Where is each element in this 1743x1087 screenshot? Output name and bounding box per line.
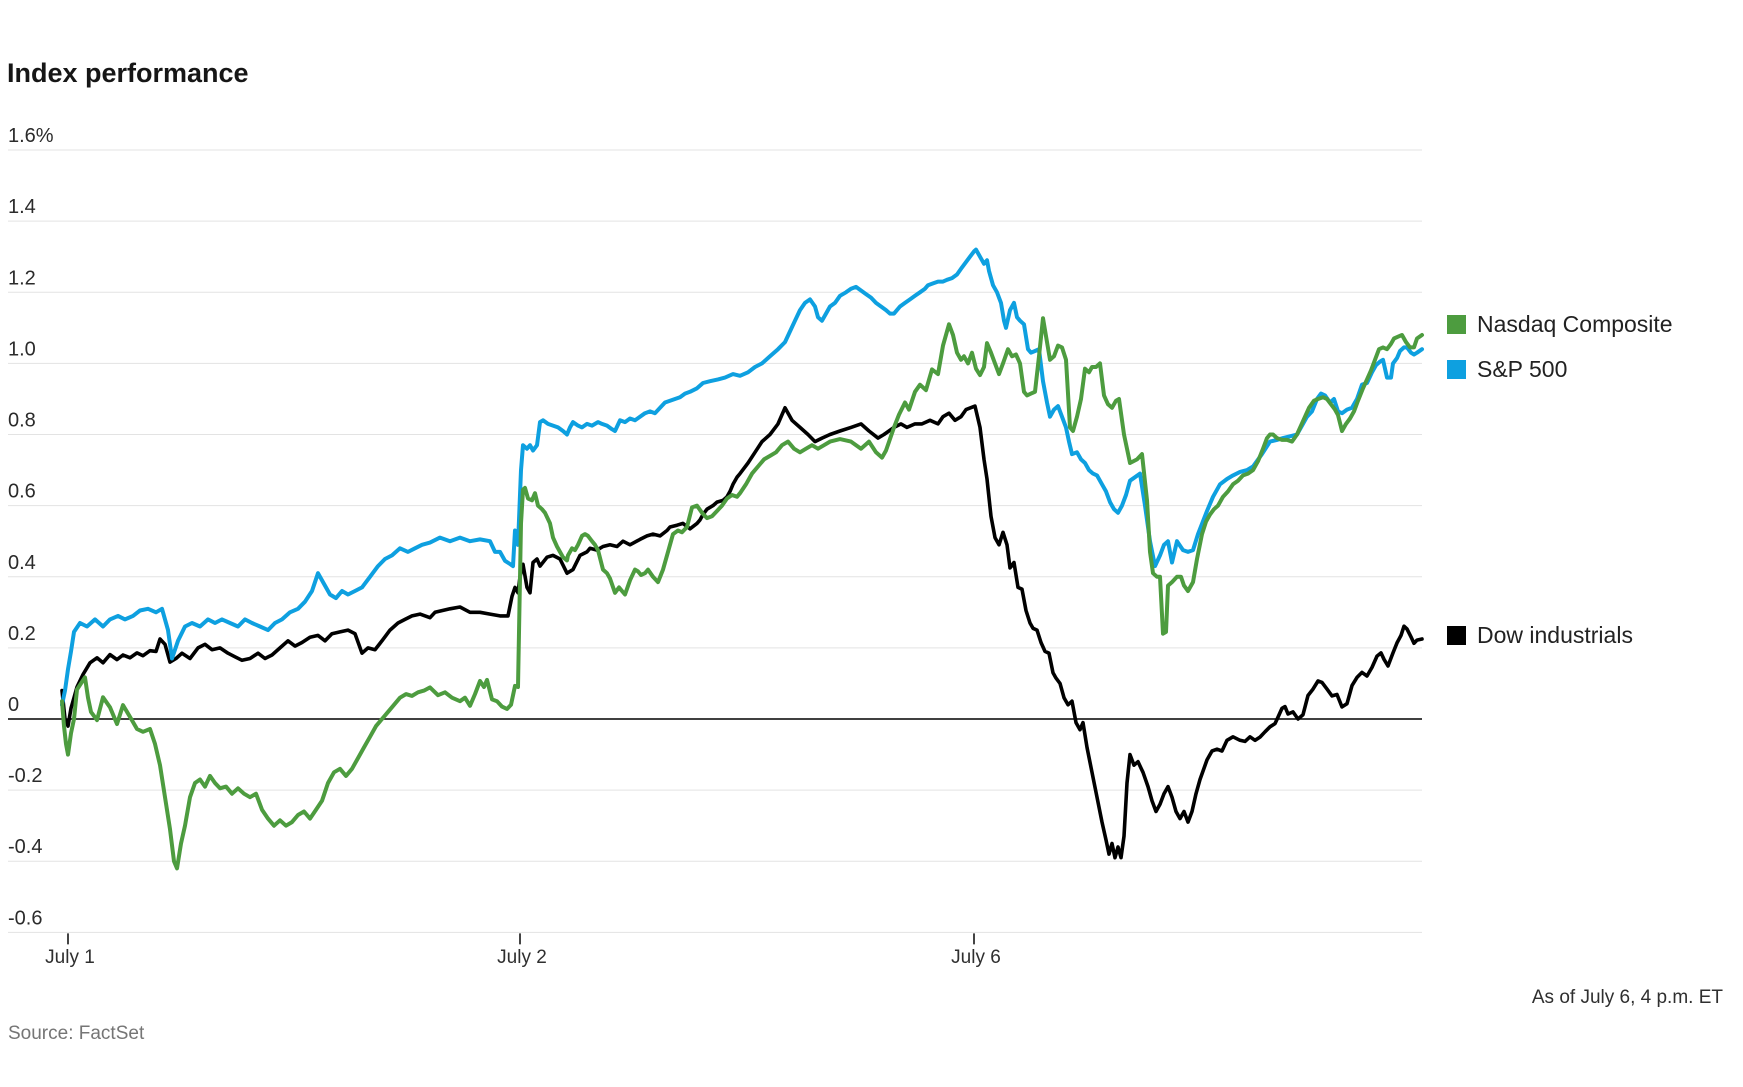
- y-axis-tick-label: 1.2: [8, 267, 36, 289]
- legend-label-sp500: S&P 500: [1477, 355, 1568, 382]
- y-axis-tick-label: -0.4: [8, 836, 42, 858]
- legend-label-nasdaq: Nasdaq Composite: [1477, 310, 1673, 337]
- y-axis-tick-label: 0.2: [8, 623, 36, 645]
- y-axis-tick-label: 1.0: [8, 338, 36, 360]
- y-axis-tick-label: 1.4: [8, 196, 36, 218]
- chart-title: Index performance: [7, 58, 249, 88]
- y-axis-tick-label: -0.6: [8, 907, 42, 929]
- y-axis-tick-label: 0: [8, 694, 19, 716]
- series-line-dow-industrials: [60, 404, 1424, 860]
- nasdaq-swatch-icon: [1447, 314, 1466, 334]
- y-axis-tick-label: -0.2: [8, 765, 42, 787]
- y-axis-tick-label: 0.8: [8, 410, 36, 432]
- source-note: Source: FactSet: [8, 1023, 145, 1044]
- y-axis-tick-label: 0.6: [8, 481, 36, 503]
- legend-label-dow: Dow industrials: [1477, 621, 1633, 648]
- x-axis-tick-label: July 1: [45, 947, 95, 968]
- legend-item-sp500: S&P 500: [1447, 356, 1567, 382]
- series-line-nasdaq-composite: [60, 316, 1424, 871]
- series-line-s-p-500: [60, 247, 1424, 707]
- y-axis-tick-label: 0.4: [8, 552, 36, 574]
- y-axis-tick-label: 1.6%: [8, 125, 54, 147]
- sp500-swatch-icon: [1447, 359, 1466, 379]
- x-axis-tick-label: July 6: [951, 947, 1001, 968]
- as-of-note: As of July 6, 4 p.m. ET: [1531, 987, 1723, 1008]
- x-axis-tick-label: July 2: [497, 947, 547, 968]
- legend-item-nasdaq: Nasdaq Composite: [1447, 311, 1673, 337]
- dow-swatch-icon: [1447, 625, 1466, 645]
- legend-item-dow: Dow industrials: [1447, 622, 1633, 648]
